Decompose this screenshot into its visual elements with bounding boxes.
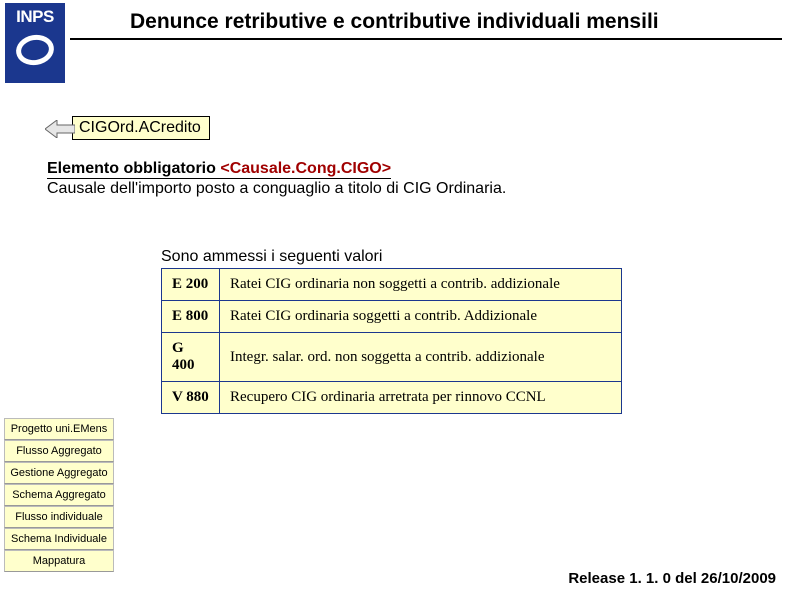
sidebar-item[interactable]: Mappatura [4,550,114,572]
sidebar-item[interactable]: Schema Aggregato [4,484,114,506]
values-table: E 200Ratei CIG ordinaria non soggetti a … [161,268,622,414]
value-text: Ratei CIG ordinaria soggetti a contrib. … [220,301,622,333]
table-row: G 400Integr. salar. ord. non soggetta a … [162,333,622,382]
logo-text: INPS [16,7,54,27]
sidebar-item[interactable]: Gestione Aggregato [4,462,114,484]
sidebar-item[interactable]: Progetto uni.EMens [4,418,114,440]
description: Elemento obbligatorio <Causale.Cong.CIGO… [47,160,506,198]
table-row: E 200Ratei CIG ordinaria non soggetti a … [162,269,622,301]
value-text: Ratei CIG ordinaria non soggetti a contr… [220,269,622,301]
release-label: Release 1. 1. 0 del 26/10/2009 [568,570,776,587]
value-text: Recupero CIG ordinaria arretrata per rin… [220,382,622,414]
value-text: Integr. salar. ord. non soggetta a contr… [220,333,622,382]
logo-icon [14,32,57,68]
description-tag: <Causale.Cong.CIGO> [220,160,391,177]
sidebar-item[interactable]: Flusso individuale [4,506,114,528]
description-prefix: Elemento obbligatorio [47,160,220,177]
value-code: E 800 [162,301,220,333]
description-text: Causale dell'importo posto a conguaglio … [47,180,506,198]
table-row: E 800Ratei CIG ordinaria soggetti a cont… [162,301,622,333]
sidebar-item[interactable]: Schema Individuale [4,528,114,550]
breadcrumb[interactable]: CIGOrd.ACredito [45,116,210,140]
sidebar-nav: Progetto uni.EMensFlusso AggregatoGestio… [4,418,114,572]
page-title: Denunce retributive e contributive indiv… [130,10,659,34]
table-row: V 880Recupero CIG ordinaria arretrata pe… [162,382,622,414]
logo: INPS [5,3,65,83]
value-code: E 200 [162,269,220,301]
values-intro: Sono ammessi i seguenti valori [161,248,382,266]
value-code: G 400 [162,333,220,382]
value-code: V 880 [162,382,220,414]
back-arrow-icon [45,120,75,136]
description-heading: Elemento obbligatorio <Causale.Cong.CIGO… [47,160,391,179]
sidebar-item[interactable]: Flusso Aggregato [4,440,114,462]
header-divider [70,38,782,40]
breadcrumb-label: CIGOrd.ACredito [72,116,210,140]
